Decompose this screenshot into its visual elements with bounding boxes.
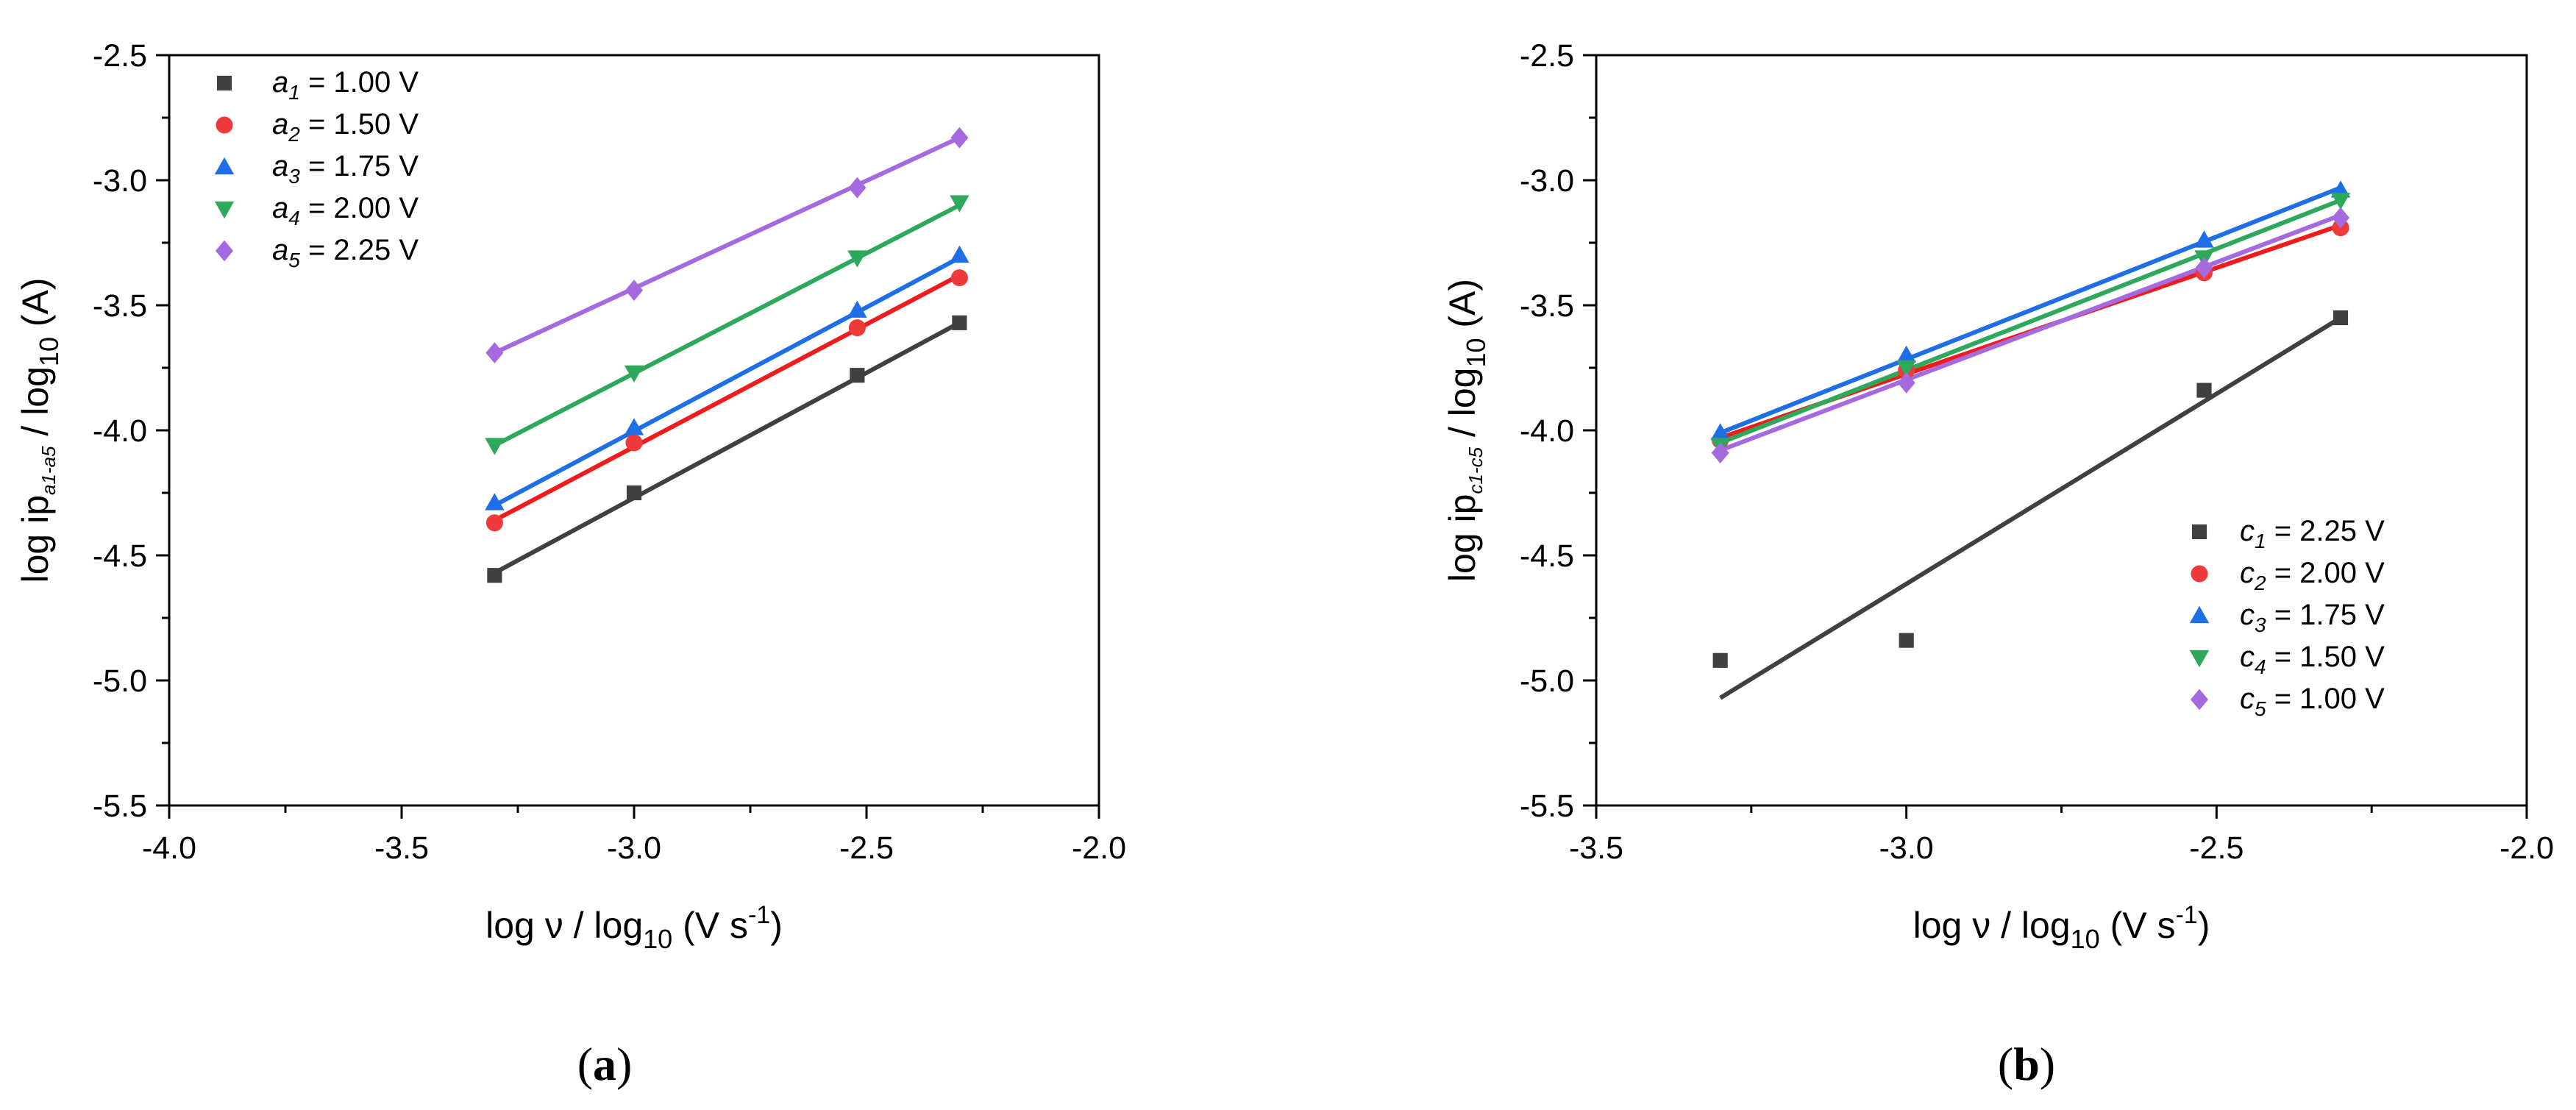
data-point-c5 <box>2195 257 2213 279</box>
y-tick-label: -4.0 <box>1520 413 1574 449</box>
legend-label-a3: a3 = 1.75 V <box>272 150 419 188</box>
fit-line-a3 <box>493 255 961 508</box>
data-point-a2 <box>485 514 503 532</box>
data-point-c4 <box>1896 360 1916 378</box>
legend-marker-a4 <box>214 201 235 219</box>
data-point-c1 <box>2333 310 2349 326</box>
data-point-a5 <box>625 280 643 301</box>
data-point-a4 <box>485 438 505 455</box>
y-tick-label: -5.0 <box>93 663 147 699</box>
panel-label: (b) <box>1998 1038 2055 1090</box>
legend-label-c3: c3 = 1.75 V <box>2240 599 2385 636</box>
panel-a-chart: -4.0 -3.5 -3.0 -2.5 -2.0 -5.5 -5.0 -4.5 -4.0 -3.5… <box>15 38 1126 1090</box>
legend-marker-a5 <box>216 240 233 262</box>
data-point-a2 <box>625 434 643 452</box>
x-tick-label: -3.5 <box>374 830 429 866</box>
x-axis-title: log ν / log10 (V s-1) <box>485 901 783 954</box>
data-point-c1 <box>1712 652 1728 668</box>
y-tick-label: -5.0 <box>1520 663 1574 699</box>
legend-label-a1: a1 = 1.00 V <box>272 66 419 104</box>
fit-line-a5 <box>494 135 961 355</box>
data-point-c3 <box>2194 230 2214 248</box>
y-tick-label: -4.5 <box>1520 538 1574 574</box>
data-point-a4 <box>624 365 644 383</box>
panel-b-chart: -3.5 -3.0 -2.5 -2.0 -5.5 -5.0 -4.5 -4.0 -3.5 -3.0… <box>1442 38 2554 1090</box>
x-tick-label: -3.0 <box>1879 830 1934 866</box>
fit-line-a1 <box>493 321 961 575</box>
data-point-c5 <box>1711 442 1729 463</box>
data-point-c5 <box>2332 207 2349 229</box>
data-point-a2 <box>950 269 968 287</box>
legend-label-c5: c5 = 1.00 V <box>2240 683 2385 720</box>
fit-line-c4 <box>1719 198 2342 445</box>
data-point-a4 <box>847 250 867 268</box>
y-axis-title: log ipa1-a5 / log10 (A) <box>15 277 64 583</box>
x-tick-label: -2.0 <box>2499 830 2554 866</box>
y-tick-label: -4.5 <box>93 538 147 574</box>
legend-label-a5: a5 = 2.25 V <box>272 234 419 271</box>
y-tick-label: -5.5 <box>1520 789 1574 824</box>
data-point-a1 <box>487 568 502 583</box>
legend: c1 = 2.25 V c2 = 2.00 V c3 = 1.75 V c4 = 1.… <box>2189 515 2385 720</box>
data-point-c3 <box>1896 345 1916 363</box>
data-point-c1 <box>1899 633 1914 648</box>
panel-label: (a) <box>577 1038 633 1090</box>
legend-marker-c2 <box>2191 565 2208 583</box>
legend-marker-a2 <box>216 116 233 134</box>
y-tick-label: -3.0 <box>1520 163 1574 199</box>
legend-label-a2: a2 = 1.50 V <box>272 108 419 146</box>
y-tick-label: -5.5 <box>93 789 147 824</box>
data-point-a5 <box>485 342 504 363</box>
legend-marker-a1 <box>216 75 232 91</box>
y-tick-label: -3.5 <box>1520 288 1574 324</box>
legend-marker-c1 <box>2191 524 2207 540</box>
x-axis-title: log ν / log10 (V s-1) <box>1913 901 2210 954</box>
data-point-a1 <box>850 368 865 383</box>
data-point-a2 <box>848 319 866 337</box>
fit-line-c1 <box>1719 316 2342 700</box>
fit-line-c3 <box>1719 185 2342 435</box>
legend-label-c4: c4 = 1.50 V <box>2240 641 2385 678</box>
x-tick-label: -3.0 <box>607 830 661 866</box>
data-point-a3 <box>624 418 644 435</box>
legend-marker-a3 <box>214 157 235 175</box>
legend-marker-c4 <box>2189 650 2210 668</box>
legend-marker-c5 <box>2191 689 2208 711</box>
y-tick-label: -4.0 <box>93 413 147 449</box>
data-point-c1 <box>2196 383 2212 398</box>
data-point-a5 <box>950 127 969 149</box>
fit-line-a4 <box>494 203 961 448</box>
data-point-c5 <box>1897 372 1915 394</box>
fit-line-a2 <box>494 273 961 523</box>
y-tick-label: -3.0 <box>93 163 147 199</box>
x-tick-label: -2.5 <box>839 830 894 866</box>
x-tick-label: -2.5 <box>2189 830 2244 866</box>
legend-label-c2: c2 = 2.00 V <box>2240 557 2385 594</box>
fit-line-c5 <box>1719 213 2342 453</box>
y-tick-label: -2.5 <box>1520 38 1574 74</box>
data-point-a1 <box>626 485 642 501</box>
x-tick-label: -4.0 <box>142 830 196 866</box>
data-point-a5 <box>848 177 867 199</box>
legend-label-c1: c1 = 2.25 V <box>2240 515 2385 552</box>
data-point-a4 <box>950 195 969 213</box>
legend-marker-c3 <box>2189 605 2210 624</box>
x-tick-label: -2.0 <box>1072 830 1126 866</box>
data-point-a1 <box>952 315 967 330</box>
data-point-c4 <box>2330 193 2351 210</box>
data-point-a3 <box>950 245 969 263</box>
data-point-a3 <box>847 300 867 318</box>
y-tick-label: -3.5 <box>93 288 147 324</box>
legend-label-a4: a4 = 2.00 V <box>272 192 419 230</box>
legend: a1 = 1.00 V a2 = 1.50 V a3 = 1.75 V a4 = 2.… <box>214 66 419 271</box>
data-point-a3 <box>485 493 505 510</box>
y-axis-title: log ipc1-c5 / log10 (A) <box>1442 279 1491 582</box>
x-tick-label: -3.5 <box>1569 830 1623 866</box>
y-tick-label: -2.5 <box>93 38 147 74</box>
data-point-c3 <box>1710 423 1730 441</box>
